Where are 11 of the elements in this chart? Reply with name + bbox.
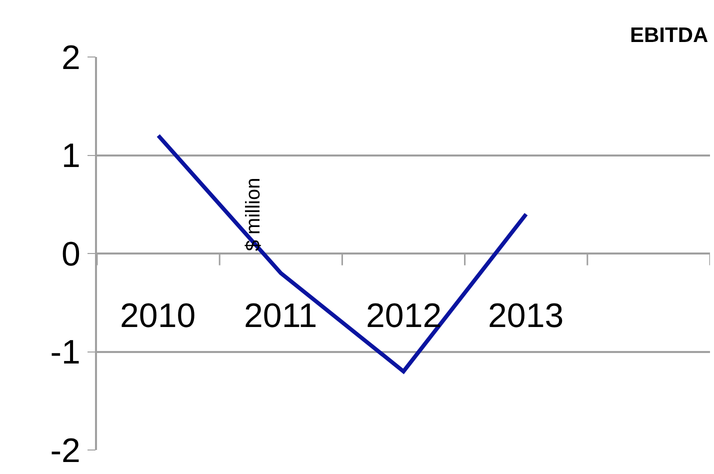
chart-title: EBITDA (630, 24, 708, 47)
y-tick-label: 1 (62, 137, 80, 176)
x-tick-label: 2013 (488, 297, 564, 335)
x-tick-label: 2010 (120, 297, 196, 335)
y-tick-label: 0 (62, 235, 80, 274)
y-tick-label: -1 (50, 334, 80, 372)
x-tick-label: 2012 (366, 297, 442, 335)
y-tick-label: -2 (50, 432, 80, 470)
y-axis-title: $ million (242, 178, 265, 252)
x-tick-label: 2011 (244, 297, 318, 335)
y-tick-label: 2 (62, 38, 80, 77)
